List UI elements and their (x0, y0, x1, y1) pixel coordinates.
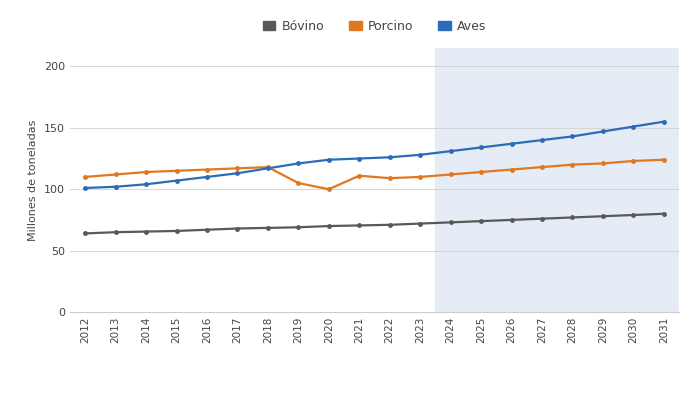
Y-axis label: Millones de toneladas: Millones de toneladas (29, 119, 38, 241)
Bar (435, 48, 679, 312)
Legend: Bóvino, Porcino, Aves: Bóvino, Porcino, Aves (258, 15, 491, 38)
